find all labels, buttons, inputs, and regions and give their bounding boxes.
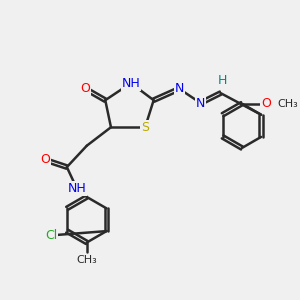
Text: O: O xyxy=(40,154,50,166)
Text: O: O xyxy=(261,97,271,110)
Text: O: O xyxy=(80,82,90,95)
Text: CH₃: CH₃ xyxy=(76,255,97,265)
Text: H: H xyxy=(217,74,227,87)
Text: NH: NH xyxy=(122,76,140,90)
Text: N: N xyxy=(196,97,205,110)
Text: S: S xyxy=(141,121,149,134)
Text: NH: NH xyxy=(68,182,86,195)
Text: Cl: Cl xyxy=(45,229,57,242)
Text: N: N xyxy=(175,82,184,95)
Text: CH₃: CH₃ xyxy=(277,99,298,109)
